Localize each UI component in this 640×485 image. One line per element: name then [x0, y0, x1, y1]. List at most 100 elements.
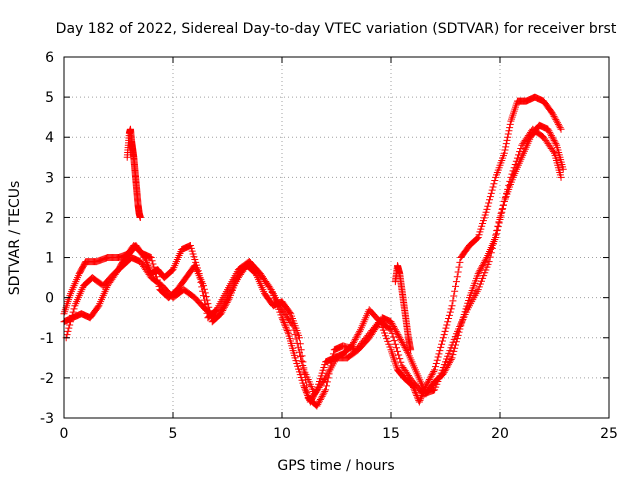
data-point	[547, 132, 555, 140]
series-track-c	[62, 125, 565, 398]
data-point	[435, 350, 443, 358]
data-point	[449, 297, 457, 305]
data-point	[322, 386, 330, 394]
data-point	[302, 387, 310, 395]
data-point	[452, 282, 460, 290]
data-point	[355, 329, 363, 337]
data-point	[281, 320, 289, 328]
data-point	[280, 319, 288, 327]
data-point	[511, 160, 519, 168]
data-point	[63, 331, 71, 339]
y-tick-label: 3	[45, 170, 54, 186]
data-point	[321, 388, 329, 396]
data-point	[552, 116, 560, 124]
series-spike-3h	[123, 125, 144, 221]
data-point	[494, 222, 502, 230]
data-point	[400, 342, 408, 350]
data-point	[150, 263, 158, 271]
data-point	[517, 144, 525, 152]
axis-ticks	[63, 56, 610, 419]
data-point	[449, 351, 457, 359]
data-point	[439, 334, 447, 342]
data-point	[496, 213, 504, 221]
data-point	[303, 388, 311, 396]
data-point	[350, 337, 358, 345]
data-point	[488, 244, 496, 252]
data-point	[429, 369, 437, 377]
data-point	[446, 308, 454, 316]
data-point	[553, 117, 561, 125]
data-point	[448, 302, 456, 310]
data-point	[299, 361, 307, 369]
data-point	[516, 148, 524, 156]
data-point	[489, 183, 497, 191]
data-point	[495, 218, 503, 226]
y-axis-label: SDTVAR / TECUs	[7, 181, 23, 296]
data-point	[493, 227, 501, 235]
data-point	[70, 305, 78, 313]
data-point	[490, 180, 498, 188]
data-point	[557, 125, 565, 133]
data-point	[545, 127, 553, 135]
data-point	[481, 257, 489, 265]
data-point	[503, 136, 511, 144]
data-point	[431, 366, 439, 374]
data-point	[302, 382, 310, 390]
data-point	[544, 125, 552, 133]
data-point	[314, 400, 322, 408]
data-point	[504, 130, 512, 138]
chart-title: Day 182 of 2022, Sidereal Day-to-day VTE…	[56, 21, 617, 37]
data-point	[295, 334, 303, 342]
x-axis-label: GPS time / hours	[277, 458, 394, 474]
data-point	[315, 397, 323, 405]
data-point	[432, 359, 440, 367]
data-point	[425, 375, 433, 383]
data-point	[497, 209, 505, 217]
data-point	[388, 319, 396, 327]
y-tick-label: 4	[45, 130, 54, 146]
data-point	[395, 351, 403, 359]
data-point	[281, 322, 289, 330]
data-point	[506, 177, 514, 185]
data-point	[491, 236, 499, 244]
y-tick-label: 0	[45, 291, 54, 307]
data-point	[556, 124, 564, 132]
data-point	[485, 258, 493, 266]
data-point	[396, 355, 404, 363]
data-point	[501, 193, 509, 201]
data-point	[487, 189, 495, 197]
data-point	[448, 354, 456, 362]
data-point	[356, 327, 364, 335]
data-point	[354, 331, 362, 339]
data-point	[391, 340, 399, 348]
data-point	[508, 170, 516, 178]
data-point	[473, 234, 481, 242]
data-point	[322, 382, 330, 390]
data-point	[426, 374, 434, 382]
data-point	[554, 119, 562, 127]
data-point	[506, 120, 514, 128]
data-point	[395, 332, 403, 340]
data-point	[203, 296, 211, 304]
data-point	[94, 303, 102, 311]
data-point	[66, 321, 74, 329]
data-point	[392, 344, 400, 352]
data-point	[392, 327, 400, 335]
data-point	[317, 394, 325, 402]
data-point	[438, 337, 446, 345]
data-point	[389, 321, 397, 329]
data-point	[452, 278, 460, 286]
data-point	[315, 399, 323, 407]
series-spike-15h	[391, 262, 415, 354]
data-point	[507, 173, 515, 181]
data-point	[486, 253, 494, 261]
data-point	[550, 136, 558, 144]
data-point	[386, 325, 394, 333]
data-point	[513, 154, 521, 162]
data-point	[451, 287, 459, 295]
data-point	[476, 266, 484, 274]
data-point	[510, 164, 518, 172]
data-point	[65, 324, 73, 332]
data-point	[504, 185, 512, 193]
data-point	[200, 282, 208, 290]
